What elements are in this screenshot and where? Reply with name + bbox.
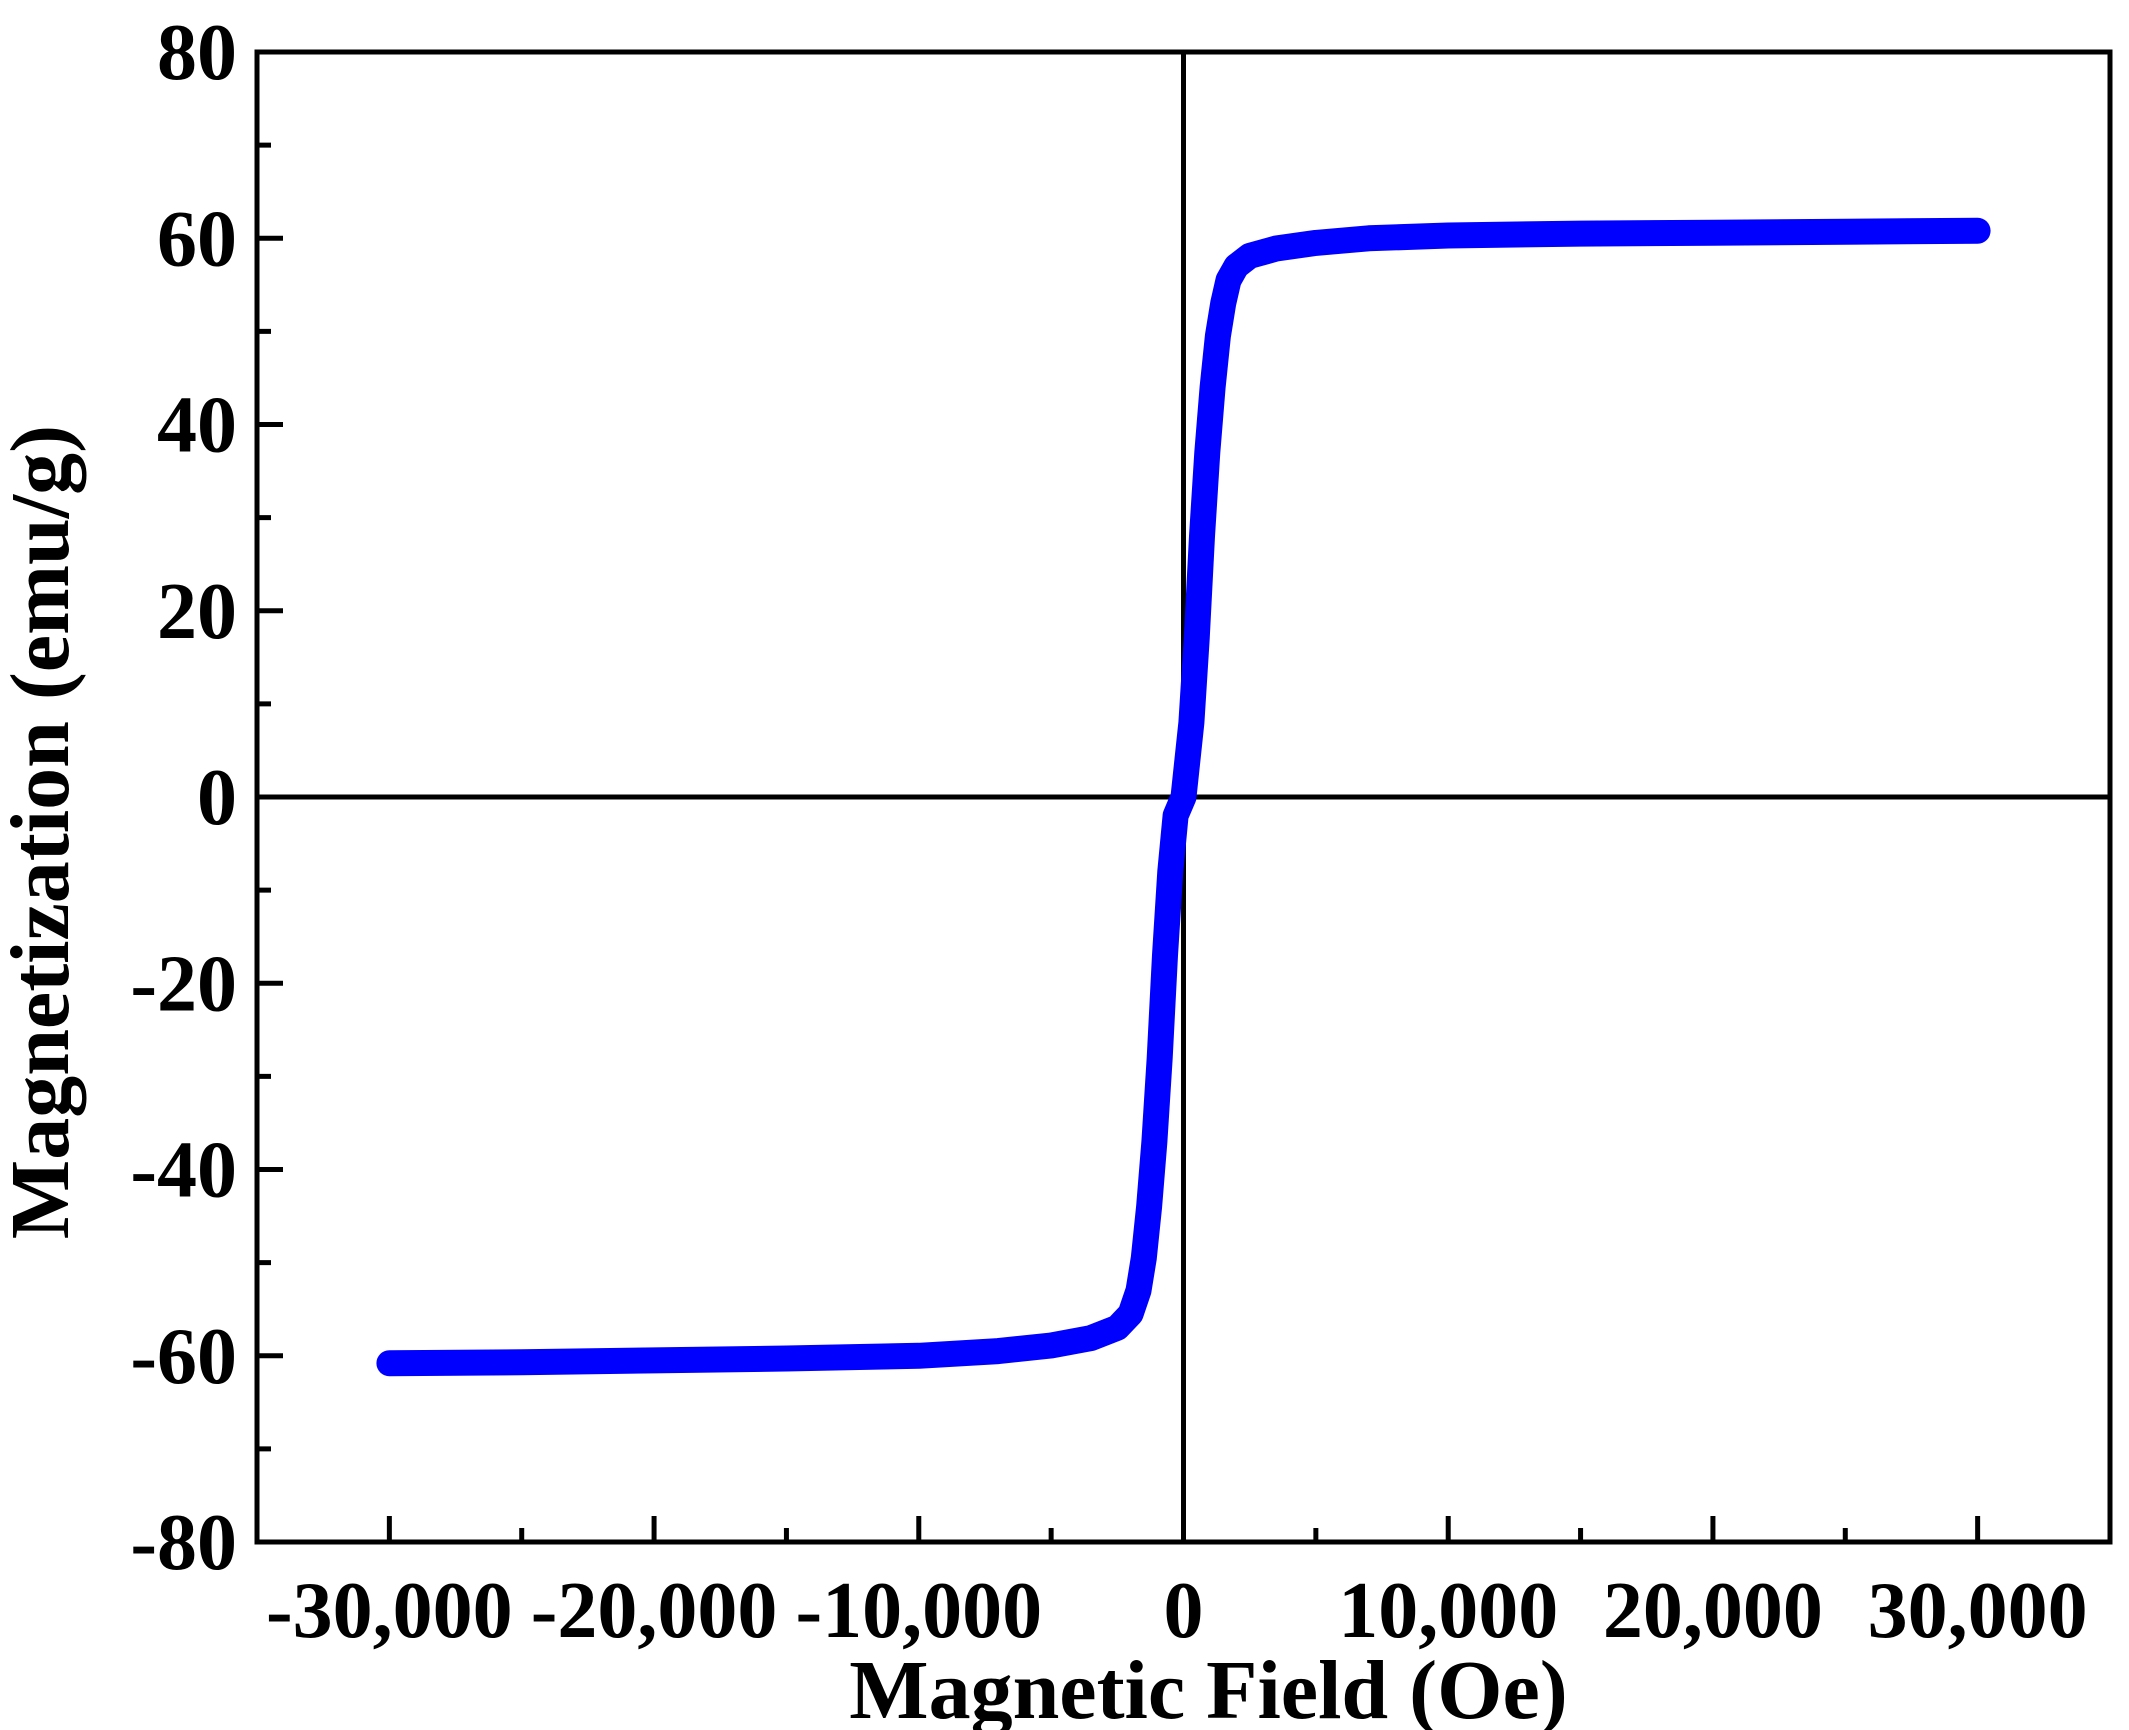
y-axis-title: Magnetization (emu/g) <box>0 425 87 1239</box>
series-line-0 <box>376 217 1991 1377</box>
y-tick-label: 60 <box>157 195 237 283</box>
x-tick-label: 10,000 <box>1338 1567 1558 1655</box>
y-tick-label: 20 <box>157 568 237 656</box>
x-tick-label: -10,000 <box>795 1567 1042 1655</box>
x-tick-label: -20,000 <box>531 1567 778 1655</box>
x-axis-title: Magnetic Field (Oe) <box>849 1644 1567 1730</box>
y-tick-label: -20 <box>130 940 237 1028</box>
x-tick-label: -30,000 <box>266 1567 513 1655</box>
y-tick-label: 0 <box>197 754 237 842</box>
y-tick-label: 80 <box>157 9 237 97</box>
tick-marks <box>257 49 1981 1545</box>
x-tick-label: 30,000 <box>1868 1567 2088 1655</box>
y-tick-label: -60 <box>130 1313 237 1401</box>
y-tick-label: 40 <box>157 382 237 470</box>
series-layer <box>376 217 1991 1377</box>
x-tick-label: 0 <box>1164 1567 1204 1655</box>
x-tick-label: 20,000 <box>1603 1567 1823 1655</box>
tick-labels: -80 -60 -40 -20 0 20 40 60 80 -30,000 -20,000 -10,0… <box>130 9 2087 1655</box>
y-tick-label: -80 <box>130 1499 237 1587</box>
y-tick-label: -40 <box>130 1127 237 1215</box>
